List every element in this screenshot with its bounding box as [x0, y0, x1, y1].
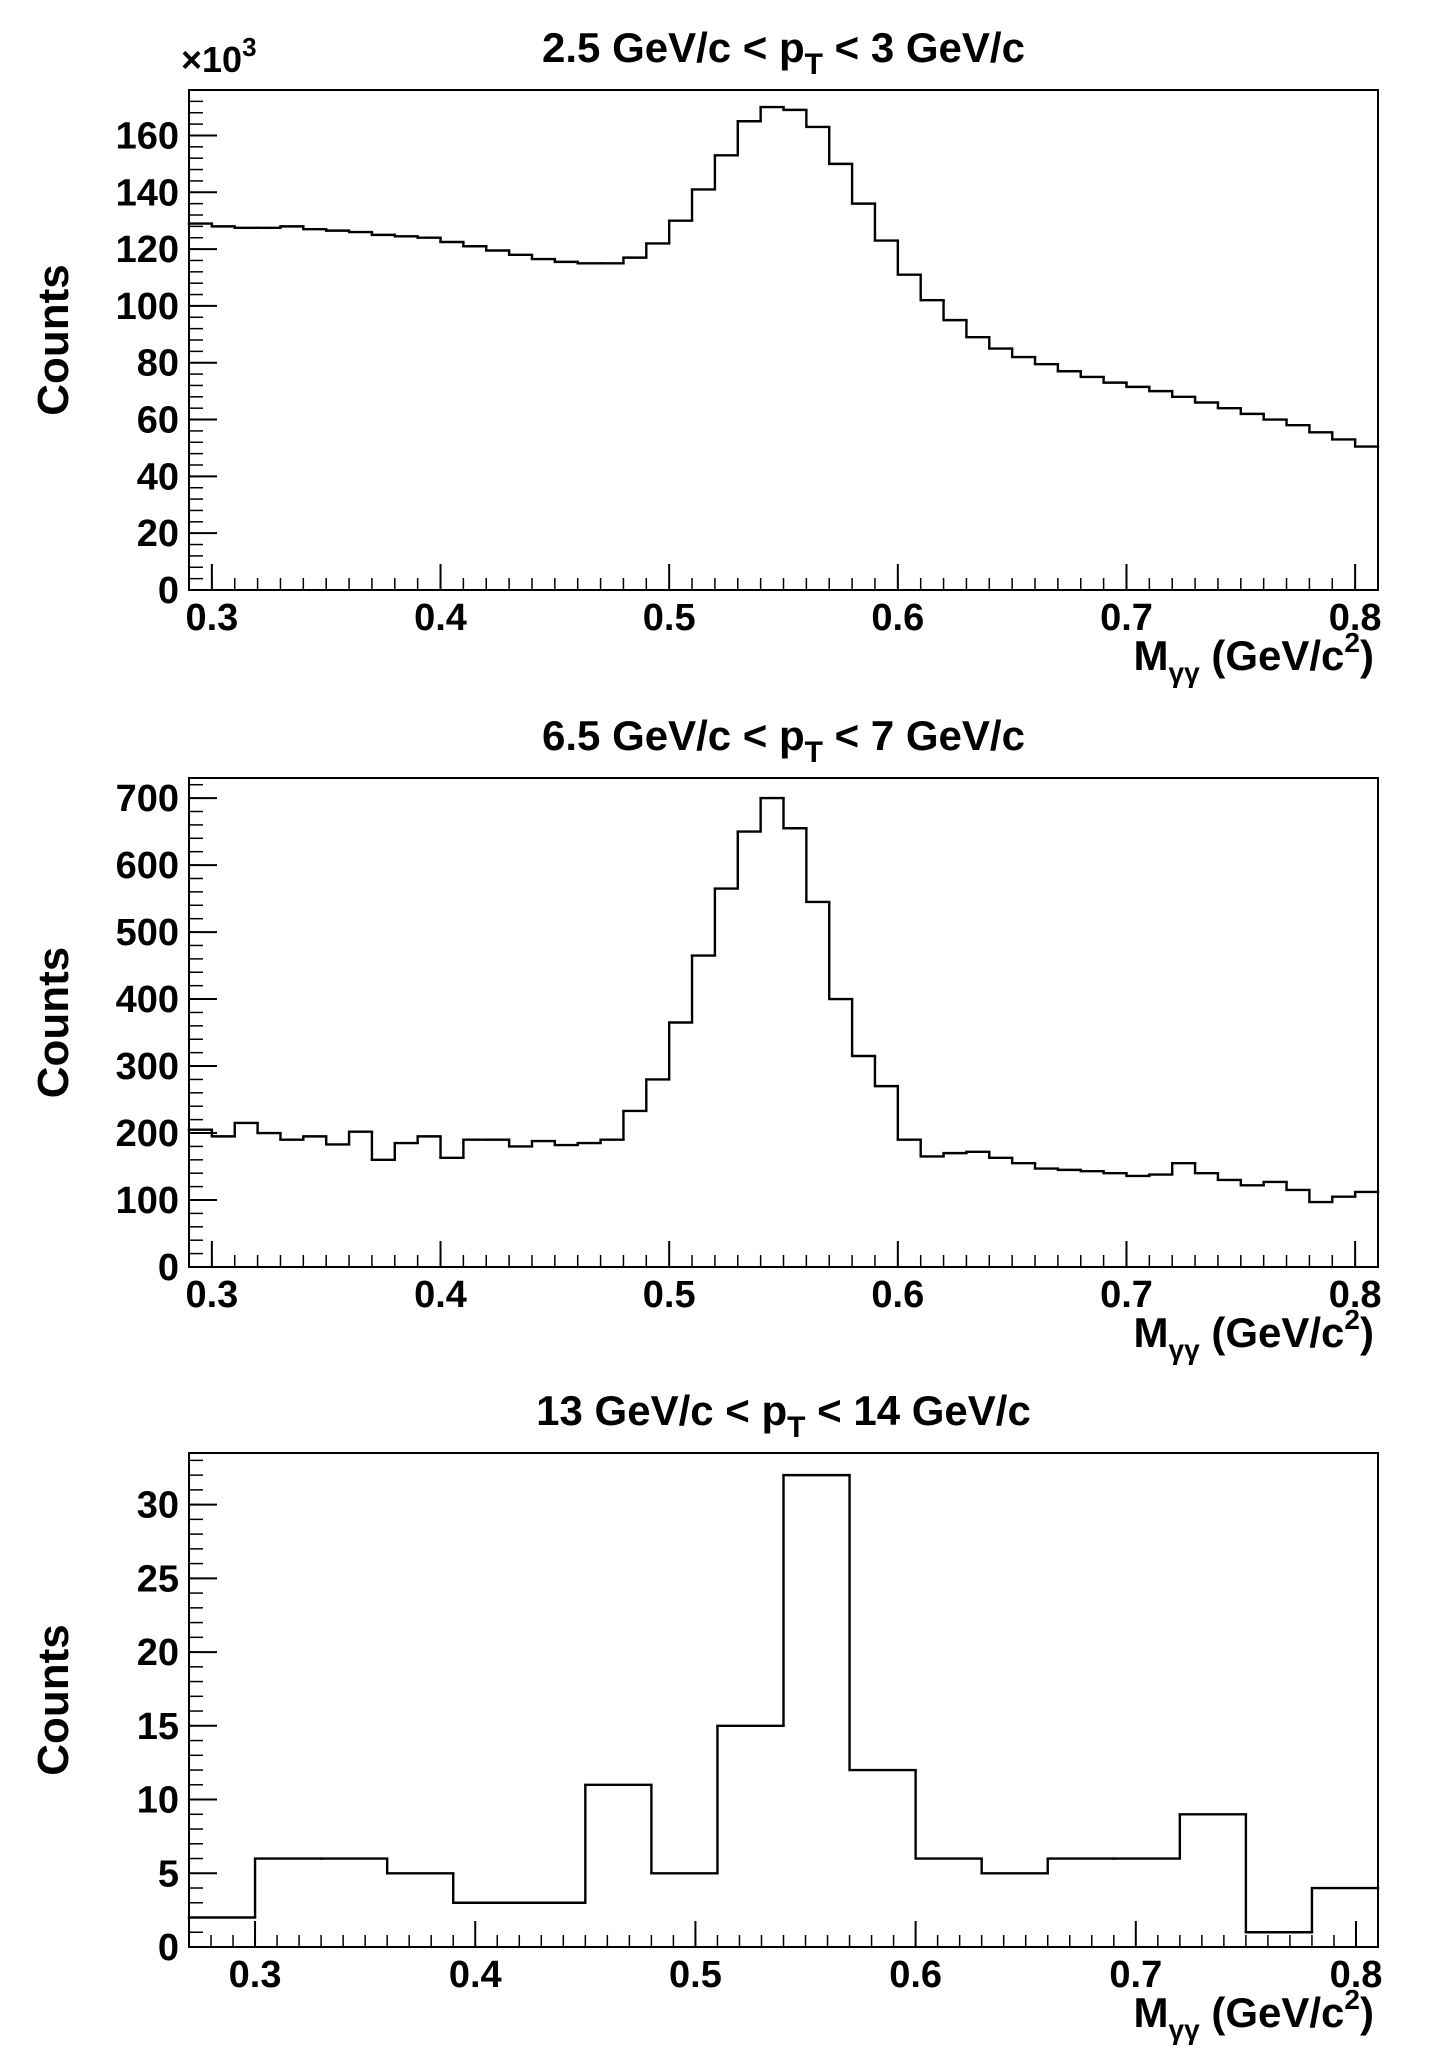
y-tick-label: 500: [116, 912, 179, 954]
y-tick-label: 20: [137, 1632, 179, 1674]
y-tick-label: 140: [116, 172, 179, 214]
x-tick-label: 0.8: [1329, 1274, 1382, 1316]
x-tick-label: 0.8: [1330, 1954, 1383, 1996]
chart-panel-1: 2.5 GeV/c < pT < 3 GeV/c Counts Mγγ (GeV/c…: [29, 24, 1382, 688]
chart-title-tail: < 7 GeV/c: [823, 712, 1025, 759]
chart-title-subscript: T: [805, 48, 823, 81]
y-tick-label: 0: [158, 1247, 179, 1289]
y-tick-label: 80: [137, 343, 179, 385]
x-tick-label: 0.4: [449, 1954, 502, 1996]
y-axis-label: Counts: [29, 264, 78, 416]
x-tick-label: 0.3: [185, 597, 238, 639]
x-axis-label: Mγγ (GeV/c2): [1134, 1304, 1374, 1365]
y-tick-label: 0: [158, 570, 179, 612]
y-tick-label: 200: [116, 1113, 179, 1155]
x-tick-label: 0.3: [229, 1954, 282, 1996]
plot-frame: [188, 777, 1379, 1268]
y-axis-label: Counts: [29, 1624, 78, 1776]
y-tick-label: 20: [137, 513, 179, 555]
y-tick-label: 30: [137, 1485, 179, 1527]
y-axis-label: Counts: [29, 947, 78, 1099]
chart-title-subscript: T: [787, 1411, 805, 1444]
y-tick-label: 0: [158, 1927, 179, 1969]
x-tick-label: 0.7: [1100, 597, 1153, 639]
y-tick-label: 15: [137, 1706, 179, 1748]
x-tick-label: 0.3: [185, 1274, 238, 1316]
y-tick-label: 60: [137, 400, 179, 442]
chart-title-main: 13 GeV/c < p: [536, 1387, 787, 1434]
y-tick-label: 40: [137, 456, 179, 498]
y-tick-label: 100: [116, 1180, 179, 1222]
y-tick-label: 5: [158, 1853, 179, 1895]
x-tick-label: 0.7: [1100, 1274, 1153, 1316]
y-tick-label: 600: [116, 845, 179, 887]
y-tick-label: 300: [116, 1046, 179, 1088]
y-tick-label: 700: [116, 778, 179, 820]
plot-frame: [188, 89, 1379, 591]
chart-title: 6.5 GeV/c < pT < 7 GeV/c: [542, 712, 1025, 769]
x-tick-label: 0.6: [889, 1954, 942, 1996]
y-tick-label: 120: [116, 229, 179, 271]
x-tick-label: 0.6: [871, 597, 924, 639]
chart-title-main: 2.5 GeV/c < p: [542, 24, 805, 71]
x-tick-label: 0.5: [643, 597, 696, 639]
x-tick-label: 0.5: [643, 1274, 696, 1316]
chart-title-main: 6.5 GeV/c < p: [542, 712, 805, 759]
x-tick-label: 0.4: [414, 597, 467, 639]
x-axis-label: Mγγ (GeV/c2): [1134, 627, 1374, 688]
x-tick-label: 0.4: [414, 1274, 467, 1316]
y-tick-label: 400: [116, 979, 179, 1021]
chart-title: 2.5 GeV/c < pT < 3 GeV/c: [542, 24, 1025, 81]
y-tick-label: 160: [116, 115, 179, 157]
x-tick-label: 0.5: [669, 1954, 722, 1996]
y-tick-label: 10: [137, 1780, 179, 1822]
x-axis-label: Mγγ (GeV/c2): [1134, 1984, 1374, 2045]
chart-panel-3: 13 GeV/c < pT < 14 GeV/c Counts Mγγ (GeV/c…: [29, 1387, 1382, 2045]
y-tick-label: 25: [137, 1558, 179, 1600]
y-multiplier: ×103: [181, 32, 257, 80]
x-tick-label: 0.7: [1109, 1954, 1162, 1996]
x-tick-label: 0.8: [1329, 597, 1382, 639]
x-tick-label: 0.6: [871, 1274, 924, 1316]
chart-title-subscript: T: [805, 736, 823, 769]
chart-title-tail: < 14 GeV/c: [805, 1387, 1030, 1434]
chart-title-tail: < 3 GeV/c: [823, 24, 1025, 71]
chart-panel-2: 6.5 GeV/c < pT < 7 GeV/c Counts Mγγ (GeV/c…: [29, 712, 1382, 1365]
y-tick-label: 100: [116, 286, 179, 328]
chart-title: 13 GeV/c < pT < 14 GeV/c: [536, 1387, 1031, 1444]
